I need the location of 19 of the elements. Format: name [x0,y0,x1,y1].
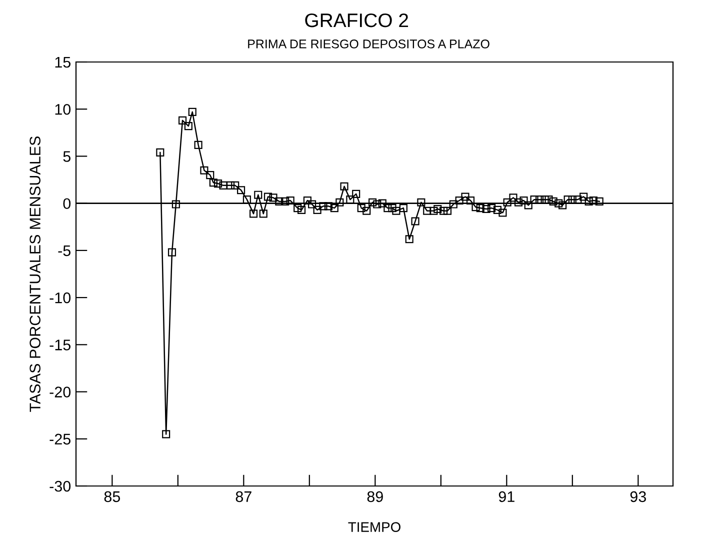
x-axis-title: TIEMPO [348,522,400,532]
x-tick-label: 91 [498,491,514,502]
y-tick-label: 5 [63,151,70,162]
x-tick-label: 85 [104,491,120,502]
y-tick-label: -30 [50,480,71,492]
y-tick-label: -15 [50,340,70,350]
y-tick-label: 0 [63,198,71,210]
x-tick-label: 89 [367,491,383,502]
x-tick-label: 93 [630,491,646,502]
y-tick-label: 10 [55,104,71,115]
y-tick-label: -5 [58,245,70,256]
y-tick-label: -25 [50,434,70,445]
y-axis-title: TASAS PORCENTUALES MENSUALES [30,136,40,412]
y-tick-label: 15 [55,57,70,68]
y-tick-label: -20 [50,386,71,398]
x-tick-label: 87 [236,491,252,502]
y-tick-label: -10 [50,292,71,304]
chart-subtitle: PRIMA DE RIESGO DEPOSITOS A PLAZO [248,40,490,48]
chart-title: GRAFICO 2 [305,13,408,28]
